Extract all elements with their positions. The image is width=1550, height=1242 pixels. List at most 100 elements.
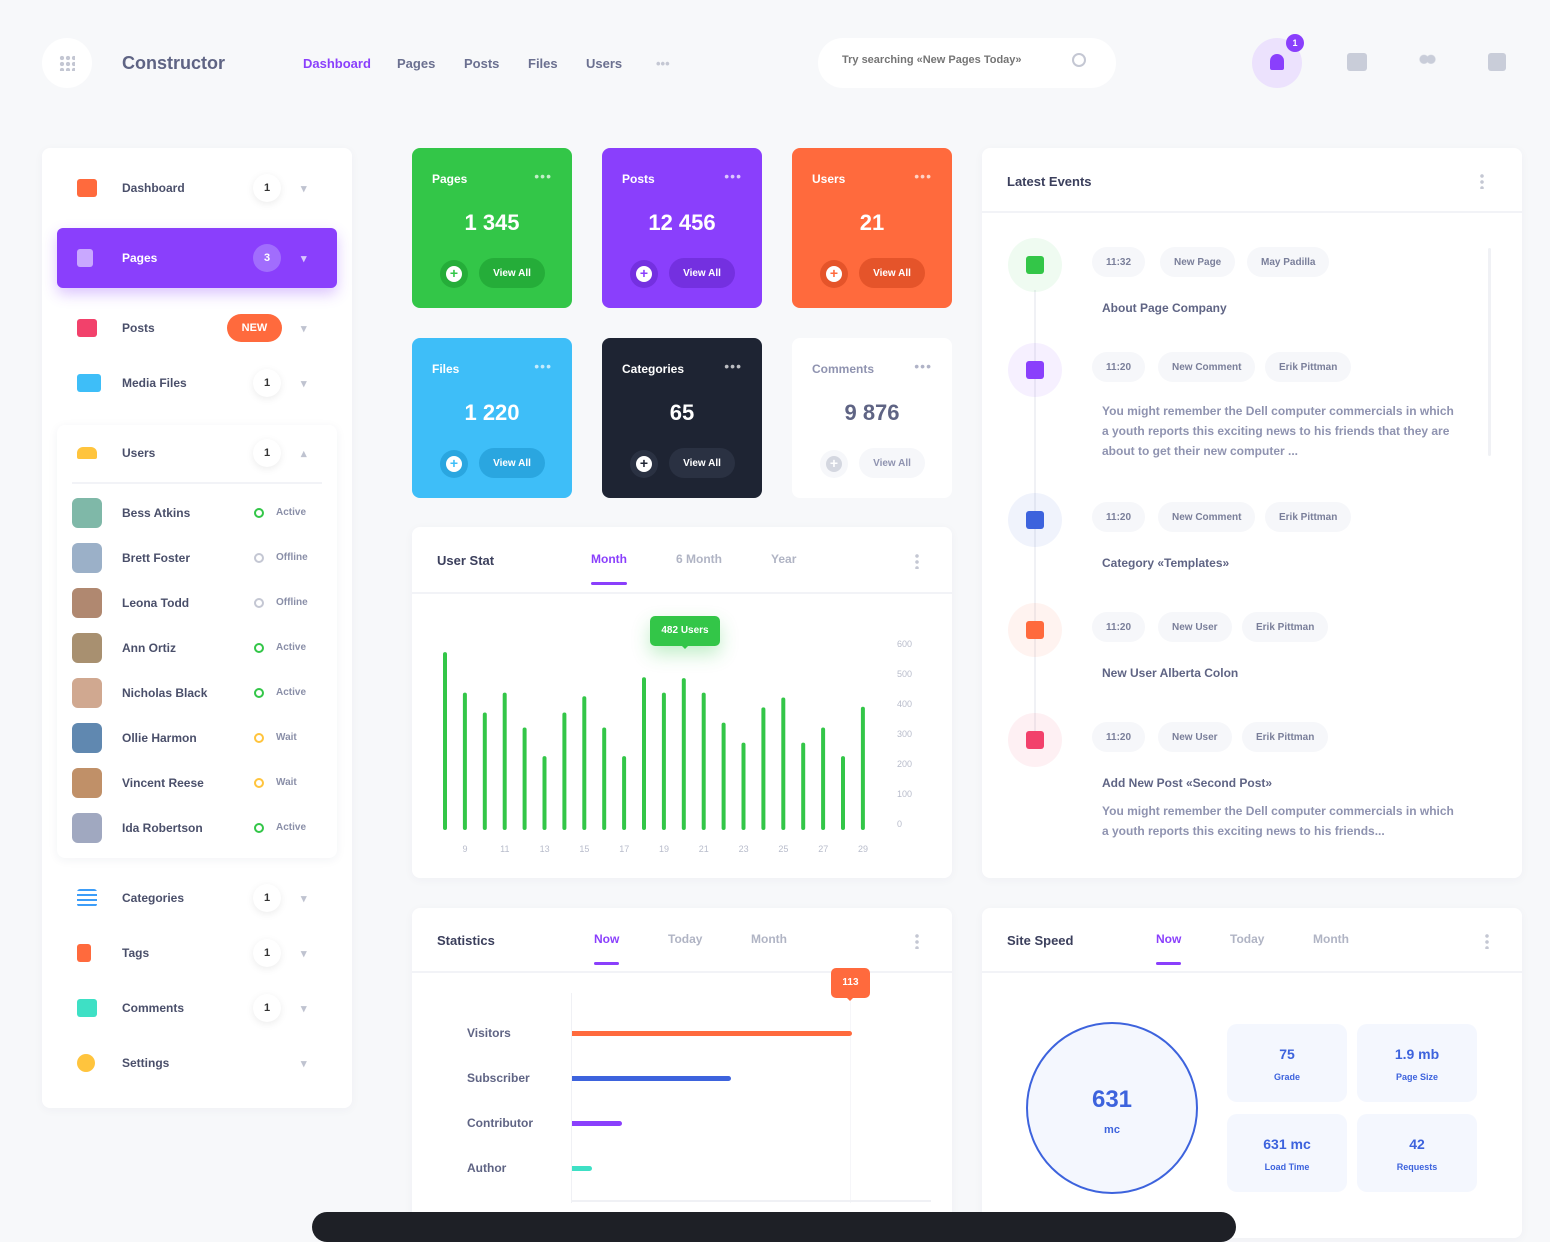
metric-load-time: 631 mc Load Time (1227, 1114, 1347, 1192)
stat-bar[interactable] (572, 1031, 852, 1036)
nav-more-button[interactable]: ••• (656, 56, 670, 71)
event-user[interactable]: Erik Pittman (1242, 612, 1329, 642)
event-type[interactable]: New User (1158, 612, 1232, 642)
user-list-item[interactable]: Leona Todd Offline (72, 588, 322, 618)
chart-icon[interactable] (1488, 53, 1506, 71)
stat-bar[interactable] (572, 1121, 622, 1126)
more-options-icon[interactable]: ••• (534, 168, 552, 184)
add-button[interactable]: + (440, 450, 468, 478)
event-user[interactable]: Erik Pittman (1265, 352, 1352, 382)
chevron-down-icon[interactable]: ▾ (301, 1002, 307, 1015)
view-all-button[interactable]: View All (859, 258, 925, 288)
contacts-icon[interactable] (1417, 53, 1437, 71)
more-options-icon[interactable] (1480, 173, 1484, 189)
image-icon (77, 374, 101, 392)
user-list-item[interactable]: Vincent Reese Wait (72, 768, 322, 798)
search-input[interactable] (842, 54, 1062, 66)
event-type[interactable]: New User (1158, 722, 1232, 752)
event-type[interactable]: New Comment (1158, 352, 1256, 382)
view-all-button[interactable]: View All (669, 258, 735, 288)
user-list-item[interactable]: Bess Atkins Active (72, 498, 322, 528)
event-title[interactable]: About Page Company (1102, 301, 1227, 315)
add-button[interactable]: + (630, 260, 658, 288)
avatar (72, 498, 102, 528)
add-button[interactable]: + (820, 260, 848, 288)
more-options-icon[interactable]: ••• (534, 358, 552, 374)
chevron-up-icon[interactable]: ▴ (301, 447, 307, 460)
view-all-button[interactable]: View All (859, 448, 925, 478)
scrollbar[interactable] (1488, 248, 1491, 456)
sidebar-item-categories[interactable]: Categories 1 ▾ (57, 876, 337, 920)
event-title[interactable]: Add New Post «Second Post» (1102, 776, 1273, 790)
nav-pages[interactable]: Pages (397, 56, 436, 71)
chevron-down-icon[interactable]: ▾ (301, 377, 307, 390)
nav-files[interactable]: Files (528, 56, 558, 71)
user-list-item[interactable]: Ida Robertson Active (72, 813, 322, 843)
stat-label: Author (467, 1161, 507, 1175)
search-box[interactable] (818, 38, 1116, 88)
tab-now[interactable]: Now (1156, 932, 1182, 965)
add-button[interactable]: + (820, 450, 848, 478)
tab-month[interactable]: Month (591, 552, 627, 585)
sidebar-item-dashboard[interactable]: Dashboard 1 ▾ (57, 166, 337, 210)
event-user[interactable]: Erik Pittman (1265, 502, 1352, 532)
nav-dashboard[interactable]: Dashboard (303, 56, 371, 71)
tab-now[interactable]: Now (594, 932, 620, 965)
sidebar-item-settings[interactable]: Settings ▾ (57, 1041, 337, 1085)
more-options-icon[interactable] (1485, 933, 1489, 949)
nav-posts[interactable]: Posts (464, 56, 500, 71)
messages-icon[interactable] (1347, 53, 1367, 71)
plus-icon: + (636, 456, 652, 472)
sidebar-item-pages[interactable]: Pages 3 ▾ (57, 236, 337, 280)
chevron-down-icon[interactable]: ▾ (301, 252, 307, 265)
add-button[interactable]: + (630, 450, 658, 478)
user-list-item[interactable]: Ollie Harmon Wait (72, 723, 322, 753)
sidebar-item-media-files[interactable]: Media Files 1 ▾ (57, 361, 337, 405)
user-list-item[interactable]: Brett Foster Offline (72, 543, 322, 573)
speed-unit: mc (1104, 1124, 1120, 1136)
more-options-icon[interactable] (915, 933, 919, 949)
tab-today[interactable]: Today (668, 932, 703, 946)
tab-today[interactable]: Today (1230, 932, 1265, 946)
event-title[interactable]: Category «Templates» (1102, 556, 1230, 570)
chevron-down-icon[interactable]: ▾ (301, 1057, 307, 1070)
tab-6-month[interactable]: 6 Month (676, 552, 722, 566)
event-users-icon-wrapper (1008, 603, 1062, 657)
sidebar-item-posts[interactable]: Posts NEW ▾ (57, 306, 337, 350)
user-list-item[interactable]: Nicholas Black Active (72, 678, 322, 708)
chevron-down-icon[interactable]: ▾ (301, 182, 307, 195)
chevron-down-icon[interactable]: ▾ (301, 892, 307, 905)
plus-icon: + (446, 266, 462, 282)
more-options-icon[interactable]: ••• (724, 358, 742, 374)
user-list-item[interactable]: Ann Ortiz Active (72, 633, 322, 663)
more-options-icon[interactable]: ••• (914, 168, 932, 184)
stat-bar[interactable] (572, 1076, 731, 1081)
latest-events-title: Latest Events (1007, 174, 1092, 189)
add-button[interactable]: + (440, 260, 468, 288)
tab-month[interactable]: Month (751, 932, 787, 946)
sidebar-item-comments[interactable]: Comments 1 ▾ (57, 986, 337, 1030)
more-options-icon[interactable] (915, 553, 919, 569)
more-options-icon[interactable]: ••• (914, 358, 932, 374)
event-user[interactable]: Erik Pittman (1242, 722, 1329, 752)
event-title[interactable]: New User Alberta Colon (1102, 666, 1239, 680)
view-all-button[interactable]: View All (479, 448, 545, 478)
event-user[interactable]: May Padilla (1247, 247, 1330, 277)
tab-year[interactable]: Year (771, 552, 797, 566)
view-all-button[interactable]: View All (669, 448, 735, 478)
view-all-button[interactable]: View All (479, 258, 545, 288)
stat-bar[interactable] (572, 1166, 592, 1171)
more-options-icon[interactable]: ••• (724, 168, 742, 184)
notifications-button[interactable]: 1 (1252, 34, 1304, 88)
nav-users[interactable]: Users (586, 56, 623, 71)
chevron-down-icon[interactable]: ▾ (301, 322, 307, 335)
sidebar-item-tags[interactable]: Tags 1 ▾ (57, 931, 337, 975)
sidebar-item-users[interactable]: Users 1 ▴ (57, 431, 337, 475)
tab-month[interactable]: Month (1313, 932, 1349, 946)
chevron-down-icon[interactable]: ▾ (301, 947, 307, 960)
event-time: 11:20 (1092, 612, 1146, 642)
event-type[interactable]: New Comment (1158, 502, 1256, 532)
search-icon[interactable] (1072, 53, 1086, 67)
event-type[interactable]: New Page (1160, 247, 1236, 277)
apps-menu-button[interactable] (42, 38, 92, 88)
